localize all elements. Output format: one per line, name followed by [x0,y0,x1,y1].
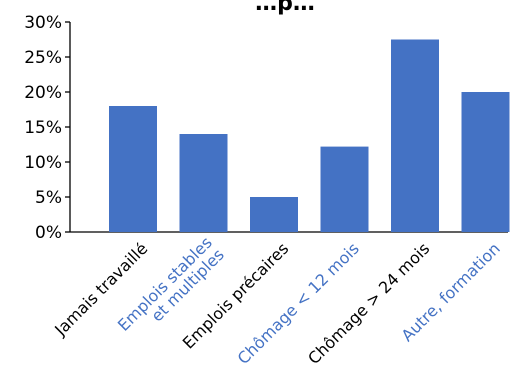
x-tick-label-line: Chômage > 24 mois [304,239,433,368]
y-ticks: 0% 5% 10% 15% 20% 25% 30% [24,13,70,243]
y-tick-label: 0% [35,223,62,243]
x-tick-label: Chômage < 12 mois [234,239,363,368]
chart-title: …p… [255,0,315,16]
y-tick-label: 30% [24,13,62,33]
bar [461,92,510,232]
y-tick-label: 15% [24,118,62,138]
bar [179,134,228,232]
bar [391,39,439,232]
y-tick-label: 25% [24,48,62,68]
bars [109,39,510,232]
bar [320,146,369,232]
bar [109,106,157,232]
bar [250,197,298,232]
x-tick-label-line: Chômage < 12 mois [234,239,363,368]
y-tick-label: 20% [24,83,62,103]
y-tick-label: 10% [24,153,62,173]
y-tick-label: 5% [35,188,62,208]
x-tick-label: Chômage > 24 mois [304,239,433,368]
